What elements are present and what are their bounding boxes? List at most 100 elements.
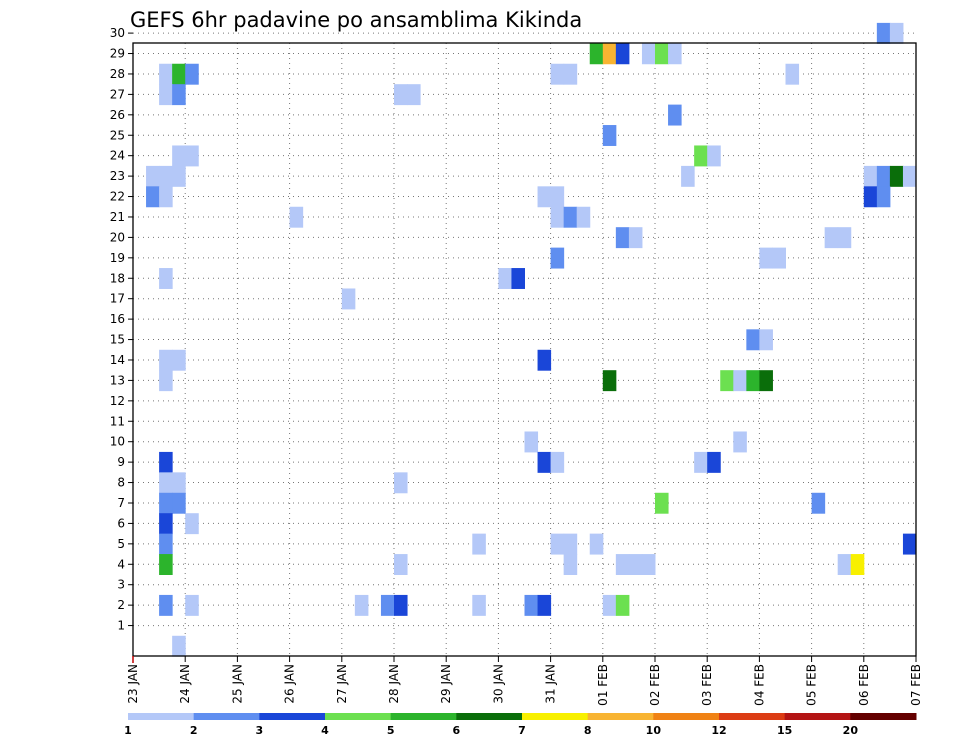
data-cell	[159, 513, 173, 535]
data-cell	[785, 63, 800, 85]
colorbar-swatch	[719, 713, 786, 720]
colorbar-label: 4	[321, 724, 329, 737]
data-cell	[550, 206, 565, 228]
data-cell	[772, 247, 786, 269]
data-cell	[394, 84, 408, 106]
data-cell	[746, 370, 760, 392]
x-axis: 23 JAN 24 JAN 25 JAN 26 JAN 27 JAN 28 JAN 29 J…	[126, 656, 923, 706]
data-cell	[602, 594, 617, 616]
data-cell	[524, 594, 539, 616]
colorbar-swatch	[522, 713, 589, 720]
chart-cells	[146, 22, 917, 657]
y-tick-label: 18	[110, 271, 125, 285]
y-tick-label: 1	[117, 619, 125, 633]
data-cell	[694, 451, 708, 473]
data-cell	[655, 492, 669, 514]
y-tick-label: 27	[110, 87, 125, 101]
data-cell	[902, 165, 917, 187]
data-cell	[589, 43, 604, 65]
data-cell	[341, 288, 356, 310]
data-cell	[720, 370, 734, 392]
data-cell	[185, 63, 199, 85]
data-cell	[589, 533, 604, 555]
data-cell	[159, 186, 173, 208]
data-cell	[394, 472, 408, 494]
colorbar-swatch	[325, 713, 392, 720]
y-tick-label: 25	[110, 128, 125, 142]
data-cell	[889, 22, 904, 44]
y-tick-label: 30	[110, 26, 125, 40]
data-cell	[289, 206, 304, 228]
data-cell	[354, 594, 369, 616]
colorbar: 1 2 3 4 5 6 7 8 10 12 15 20	[124, 713, 917, 737]
y-tick-label: 16	[110, 312, 125, 326]
x-tick-label: 25 JAN	[230, 664, 244, 704]
chart-grid	[133, 32, 916, 656]
data-cell	[407, 84, 421, 106]
data-cell	[876, 186, 891, 208]
data-cell	[159, 63, 173, 85]
data-cell	[550, 186, 565, 208]
y-tick-label: 6	[117, 516, 125, 530]
y-tick-label: 24	[110, 149, 125, 163]
data-cell	[185, 594, 199, 616]
x-tick-label: 02 FEB	[648, 664, 662, 706]
data-cell	[733, 370, 747, 392]
colorbar-label: 6	[453, 724, 461, 737]
data-cell	[837, 554, 852, 575]
data-cell	[159, 554, 173, 575]
data-cell	[146, 165, 160, 187]
data-cell	[537, 349, 552, 371]
data-cell	[563, 63, 578, 85]
x-tick-label: 07 FEB	[909, 664, 923, 706]
colorbar-label: 2	[190, 724, 198, 737]
data-cell	[563, 533, 578, 555]
data-cell	[472, 533, 486, 555]
data-cell	[172, 165, 186, 187]
data-cell	[876, 165, 891, 187]
data-cell	[681, 165, 695, 187]
data-cell	[707, 145, 721, 167]
colorbar-swatch	[456, 713, 523, 720]
data-cell	[889, 165, 904, 187]
y-axis: 1234567891011121314151617181920212223242…	[110, 26, 133, 633]
data-cell	[746, 329, 760, 351]
y-tick-label: 19	[110, 251, 125, 265]
data-cell	[668, 104, 682, 126]
data-cell	[159, 533, 173, 555]
colorbar-swatch	[653, 713, 720, 720]
y-tick-label: 22	[110, 190, 125, 204]
data-cell	[159, 492, 173, 514]
data-cell	[550, 247, 565, 269]
data-cell	[498, 268, 512, 289]
data-cell	[615, 554, 630, 575]
colorbar-label: 3	[256, 724, 264, 737]
x-tick-label: 30 JAN	[491, 664, 505, 704]
data-cell	[863, 165, 878, 187]
data-cell	[602, 125, 617, 146]
x-tick-label: 01 FEB	[596, 664, 610, 706]
colorbar-label: 1	[124, 724, 132, 737]
colorbar-label: 15	[777, 724, 792, 737]
data-cell	[602, 370, 617, 392]
y-tick-label: 10	[110, 435, 125, 449]
colorbar-label: 7	[518, 724, 526, 737]
y-tick-label: 20	[110, 230, 125, 244]
x-tick-label: 27 JAN	[335, 664, 349, 704]
colorbar-swatch	[390, 713, 457, 720]
y-tick-label: 23	[110, 169, 125, 183]
data-cell	[707, 451, 721, 473]
colorbar-swatch	[128, 713, 195, 720]
data-cell	[172, 84, 186, 106]
data-cell	[641, 554, 656, 575]
data-cell	[576, 206, 591, 228]
data-cell	[733, 431, 747, 453]
data-cell	[655, 43, 669, 65]
data-cell	[172, 349, 186, 371]
data-cell	[759, 329, 773, 351]
x-tick-label: 03 FEB	[700, 664, 714, 706]
y-tick-label: 29	[110, 47, 125, 61]
data-cell	[159, 472, 173, 494]
colorbar-swatch	[587, 713, 654, 720]
